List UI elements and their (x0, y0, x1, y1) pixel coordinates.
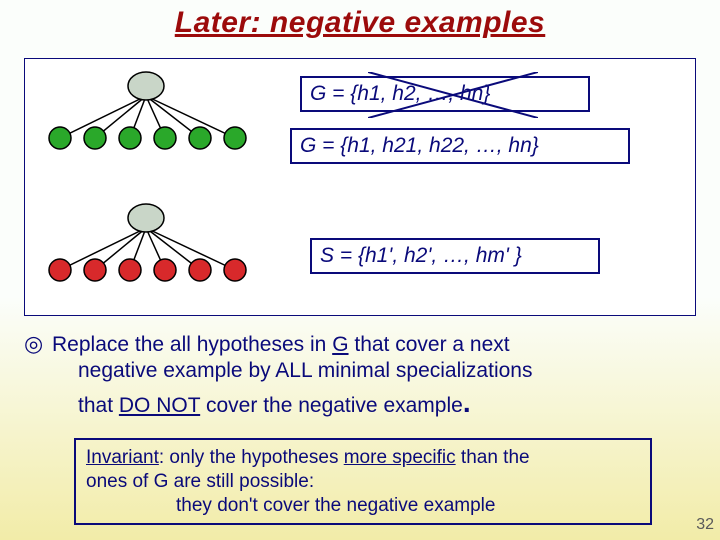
body-frag-3a: that (78, 394, 119, 417)
invariant-line3: they don't cover the negative example (86, 494, 495, 518)
formula-s: S = {h1', h2', …, hm' } (310, 238, 600, 274)
formula-g-old: G = {h1, h2, …, hn} (300, 76, 590, 112)
body-frag-period: . (463, 387, 471, 418)
body-text: ◎Replace the all hypotheses in G that co… (24, 330, 694, 420)
body-frag-g: G (332, 333, 348, 356)
body-line2: negative example by ALL minimal speciali… (24, 358, 694, 384)
slide-number: 32 (696, 516, 714, 534)
formula-g-new: G = {h1, h21, h22, …, hn} (290, 128, 630, 164)
invariant-frag-1: : only the hypotheses (159, 447, 344, 468)
invariant-more-specific: more specific (344, 447, 456, 468)
slide-title: Later: negative examples (0, 6, 720, 40)
tree-bottom (40, 200, 250, 298)
body-frag-donot: DO NOT (119, 394, 200, 417)
tree-top (40, 68, 250, 166)
invariant-box: Invariant: only the hypotheses more spec… (74, 438, 652, 525)
bullet-icon: ◎ (24, 330, 52, 358)
invariant-line2: ones of G are still possible: (86, 471, 314, 492)
slide: Later: negative examples G = {h1, h2, …,… (0, 0, 720, 540)
invariant-label: Invariant (86, 447, 159, 468)
body-frag-1a: Replace the all hypotheses in (52, 333, 332, 356)
body-line3: that DO NOT cover the negative example. (24, 385, 694, 420)
body-frag-1c: that cover a next (349, 333, 510, 356)
invariant-frag-1tail: than the (456, 447, 530, 468)
body-frag-3c: cover the negative example (200, 394, 463, 417)
